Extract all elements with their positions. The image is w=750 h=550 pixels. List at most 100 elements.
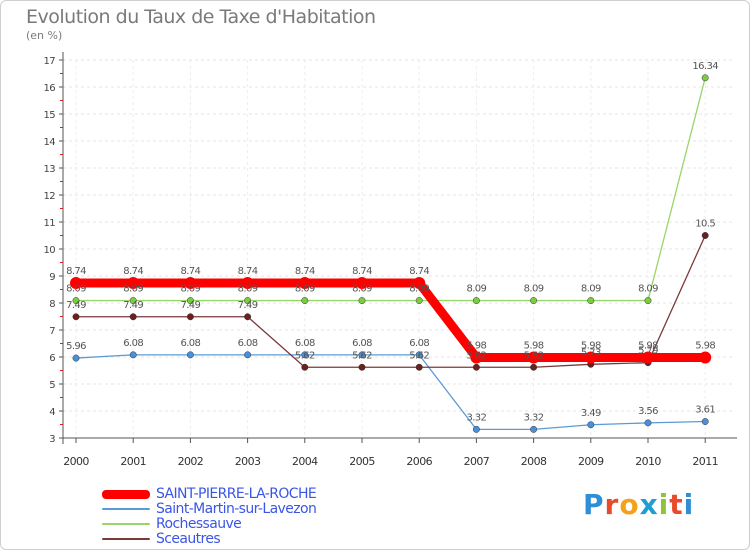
data-point	[415, 363, 423, 371]
data-point	[415, 351, 423, 359]
data-label: 8.09	[295, 284, 315, 295]
y-tick-label: 12	[43, 191, 55, 202]
data-label: 3.56	[638, 406, 658, 417]
data-point	[358, 363, 366, 371]
data-label: 8.74	[295, 266, 315, 277]
data-label: 5.98	[524, 341, 544, 352]
data-label: 8.09	[638, 284, 658, 295]
data-label: 5.96	[66, 341, 86, 352]
data-label: 7.49	[238, 300, 258, 311]
data-label: 6.08	[409, 338, 429, 349]
data-point	[244, 351, 252, 359]
data-point	[72, 297, 80, 305]
y-tick-label: 11	[43, 218, 55, 229]
logo-letter: i	[683, 488, 695, 521]
data-label: 3.61	[695, 405, 715, 416]
data-label: 10.5	[695, 219, 715, 230]
data-label: 5.62	[466, 350, 486, 361]
series-line-saint-pierre-la-roche	[76, 278, 706, 363]
data-point	[358, 351, 366, 359]
data-label: 6.08	[180, 338, 200, 349]
x-tick-label: 2007	[464, 455, 490, 468]
data-label: 8.09	[524, 284, 544, 295]
data-point	[699, 351, 712, 364]
x-tick-label: 2011	[692, 455, 718, 468]
x-tick-label: 2000	[63, 455, 89, 468]
data-label: 5.73	[581, 347, 601, 358]
data-label: 8.09	[466, 284, 486, 295]
legend-label: Rochessauve	[156, 516, 242, 532]
series-line-saint-martin-sur-lavezon	[75, 354, 706, 431]
x-tick-label: 2003	[235, 455, 261, 468]
data-label: 8.09	[66, 284, 86, 295]
legend-swatch	[102, 538, 150, 540]
legend-label: SAINT-PIERRE-LA-ROCHE	[156, 486, 317, 502]
data-label: 8.74	[123, 266, 143, 277]
logo-letter: o	[619, 488, 640, 521]
data-point	[530, 425, 538, 433]
y-tick-label: 7	[49, 326, 55, 337]
data-label: 8.09	[238, 284, 258, 295]
data-point	[244, 313, 252, 321]
legend-swatch	[102, 523, 150, 525]
data-point	[301, 363, 309, 371]
data-point	[358, 297, 366, 305]
data-point	[587, 297, 595, 305]
data-label: 8.09	[409, 284, 429, 295]
y-tick-label: 9	[49, 272, 55, 283]
data-point	[701, 232, 709, 239]
data-label: 5.98	[695, 341, 715, 352]
data-point	[127, 277, 140, 290]
data-point	[186, 297, 194, 305]
data-point	[472, 363, 480, 371]
data-label: 8.74	[352, 266, 372, 277]
legend-swatch	[102, 508, 150, 510]
y-tick-label: 6	[49, 353, 55, 364]
series-line-sceautres	[76, 235, 706, 368]
data-label: 5.98	[466, 341, 486, 352]
data-point	[644, 419, 652, 427]
data-point	[184, 277, 197, 290]
legend-label: Saint-Martin-sur-Lavezon	[156, 501, 317, 517]
data-label: 3.49	[581, 408, 601, 419]
y-tick-label: 5	[49, 380, 55, 391]
legend-item: SAINT-PIERRE-LA-ROCHE	[102, 486, 317, 502]
y-tick-label: 4	[49, 407, 55, 418]
data-label: 5.62	[409, 350, 429, 361]
data-point	[472, 297, 480, 305]
data-label: 6.08	[295, 338, 315, 349]
x-tick-label: 2001	[120, 455, 146, 468]
data-point	[72, 313, 80, 321]
data-point	[301, 351, 309, 359]
data-point	[186, 313, 194, 321]
data-label: 5.62	[295, 350, 315, 361]
legend-item: Sceautres	[102, 531, 221, 547]
data-point	[701, 74, 709, 82]
logo-letter: x	[639, 488, 659, 521]
data-point	[642, 351, 654, 364]
logo-letter: t	[669, 488, 684, 521]
logo-letter: r	[604, 488, 620, 521]
data-point	[470, 351, 483, 364]
data-label: 7.49	[180, 300, 200, 311]
chart-title: Evolution du Taux de Taxe d'Habitation	[26, 6, 376, 28]
x-tick-label: 2008	[521, 455, 547, 468]
y-tick-label: 10	[43, 245, 55, 256]
data-point	[129, 297, 137, 305]
y-tick-label: 17	[43, 56, 55, 67]
x-tick-label: 2006	[406, 455, 432, 468]
data-label: 3.32	[524, 412, 544, 423]
data-point	[70, 277, 82, 290]
x-tick-label: 2009	[578, 455, 604, 468]
data-point	[72, 354, 80, 362]
data-label: 8.09	[581, 284, 601, 295]
legend-swatch	[102, 489, 150, 499]
legend-label: Sceautres	[156, 531, 221, 547]
data-point	[530, 363, 538, 371]
data-label: 5.62	[524, 350, 544, 361]
data-point	[186, 351, 194, 359]
data-label: 5.79	[638, 346, 658, 357]
data-point	[415, 297, 423, 305]
logo-letter: P	[583, 488, 605, 521]
data-point	[584, 351, 597, 364]
